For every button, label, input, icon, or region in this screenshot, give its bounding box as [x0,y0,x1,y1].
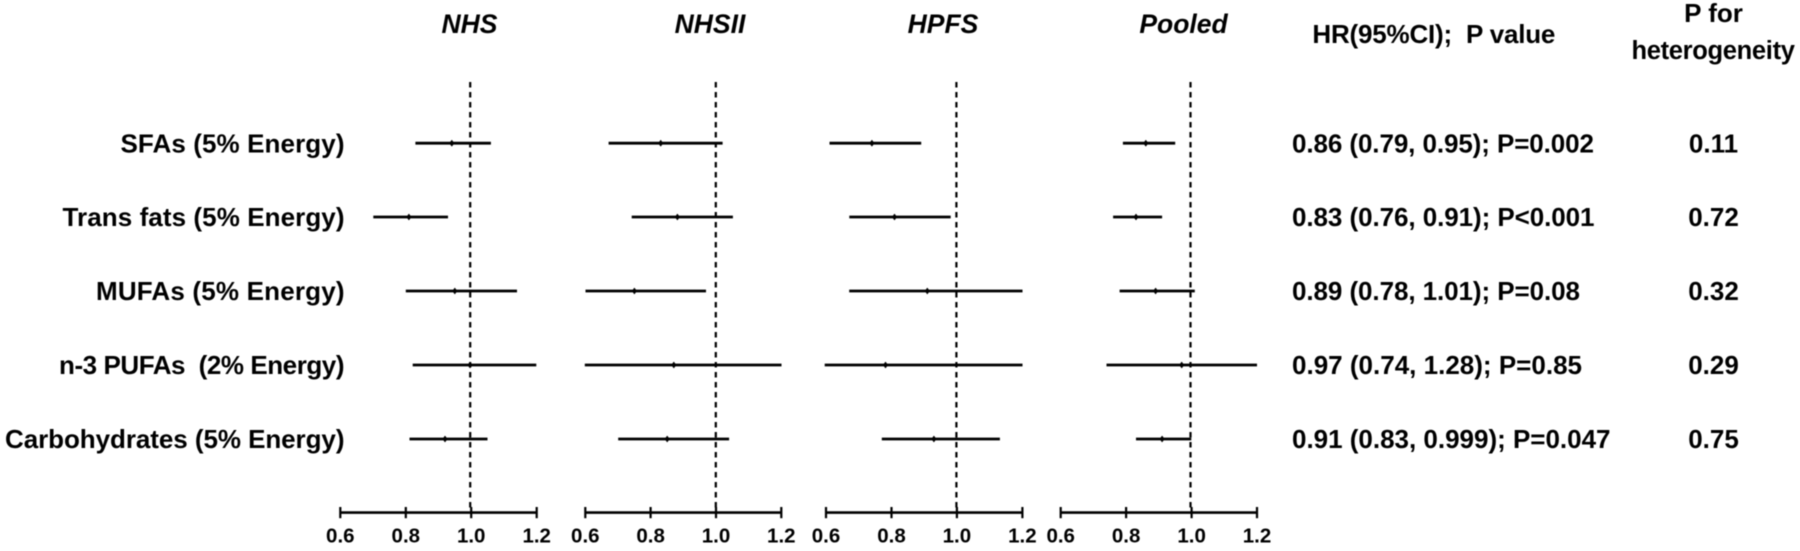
svg-text:1.2: 1.2 [1008,525,1037,547]
svg-text:0.83 (0.76, 0.91); P<0.001: 0.83 (0.76, 0.91); P<0.001 [1292,202,1595,232]
svg-text:0.86 (0.79, 0.95); P=0.002: 0.86 (0.79, 0.95); P=0.002 [1292,128,1594,158]
svg-text:0.11: 0.11 [1689,128,1738,158]
svg-text:Pooled: Pooled [1139,9,1228,39]
svg-text:0.72: 0.72 [1688,202,1739,232]
svg-text:NHS: NHS [442,9,498,39]
svg-text:0.8: 0.8 [1112,525,1141,547]
svg-text:1.2: 1.2 [522,525,551,547]
svg-text:NHSII: NHSII [675,9,746,39]
svg-text:1.0: 1.0 [702,525,731,547]
svg-text:P for: P for [1684,0,1743,28]
svg-text:0.8: 0.8 [636,525,665,547]
svg-text:HPFS: HPFS [908,9,979,39]
svg-text:0.6: 0.6 [326,525,355,547]
svg-text:HR(95%CI); P value: HR(95%CI); P value [1312,19,1555,49]
svg-text:1.0: 1.0 [457,525,486,547]
svg-text:0.6: 0.6 [1046,525,1075,547]
svg-text:SFAs (5% Energy): SFAs (5% Energy) [121,128,345,158]
svg-text:1.2: 1.2 [767,525,796,547]
svg-text:0.29: 0.29 [1688,350,1739,380]
svg-text:0.75: 0.75 [1688,424,1739,454]
svg-text:n-3 PUFAs (2% Energy): n-3 PUFAs (2% Energy) [59,350,345,380]
svg-text:heterogeneity: heterogeneity [1631,37,1795,65]
svg-text:1.2: 1.2 [1243,525,1272,547]
svg-text:0.8: 0.8 [877,525,906,547]
svg-text:1.0: 1.0 [943,525,972,547]
svg-text:MUFAs (5% Energy): MUFAs (5% Energy) [96,276,345,306]
svg-text:Trans fats (5% Energy): Trans fats (5% Energy) [63,202,345,232]
svg-text:0.6: 0.6 [571,525,600,547]
svg-text:0.8: 0.8 [392,525,421,547]
svg-text:0.32: 0.32 [1688,276,1739,306]
svg-text:0.6: 0.6 [812,525,841,547]
svg-text:0.97 (0.74, 1.28); P=0.85: 0.97 (0.74, 1.28); P=0.85 [1292,350,1582,380]
svg-text:0.89 (0.78, 1.01); P=0.08: 0.89 (0.78, 1.01); P=0.08 [1292,276,1580,306]
svg-text:0.91 (0.83, 0.999); P=0.047: 0.91 (0.83, 0.999); P=0.047 [1292,424,1611,454]
svg-text:1.0: 1.0 [1177,525,1206,547]
svg-text:Carbohydrates (5% Energy): Carbohydrates (5% Energy) [5,424,345,454]
